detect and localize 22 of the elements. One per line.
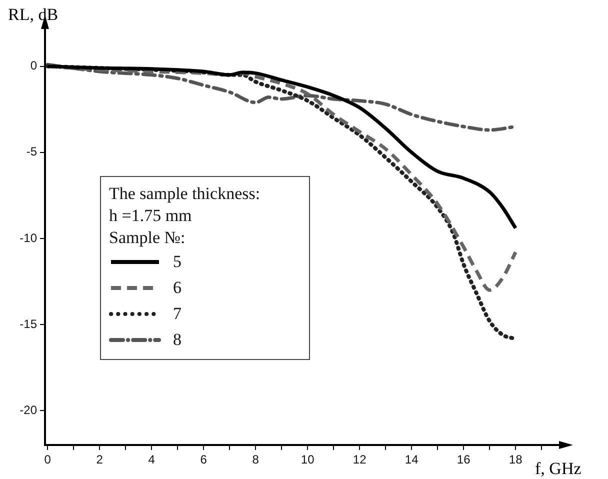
legend-label: 8 <box>173 329 182 351</box>
x-tick-label: 4 <box>148 452 156 467</box>
legend-label: 6 <box>173 277 182 299</box>
x-tick-label: 16 <box>456 452 471 467</box>
x-tick-label: 12 <box>352 452 367 467</box>
x-tick-label: 2 <box>96 452 104 467</box>
legend-label: 7 <box>173 303 182 325</box>
y-tick-label: -15 <box>20 316 38 331</box>
x-tick-label: 10 <box>300 452 315 467</box>
x-tick-label: 8 <box>252 452 260 467</box>
y-tick-label: -5 <box>26 144 38 159</box>
x-tick-label: 0 <box>44 452 52 467</box>
x-axis-title: f, GHz <box>535 459 582 478</box>
y-tick-label: -10 <box>20 230 38 245</box>
legend-title: The sample thickness: h =1.75 mm Sample №: <box>109 183 262 249</box>
x-tick-label: 18 <box>508 452 523 467</box>
legend-label: 5 <box>173 251 182 273</box>
y-tick-label: -20 <box>20 402 38 417</box>
x-tick-label: 14 <box>404 452 419 467</box>
x-tick-label: 6 <box>200 452 208 467</box>
y-tick-label: 0 <box>30 58 38 73</box>
y-axis-title: RL, dB <box>8 5 58 24</box>
